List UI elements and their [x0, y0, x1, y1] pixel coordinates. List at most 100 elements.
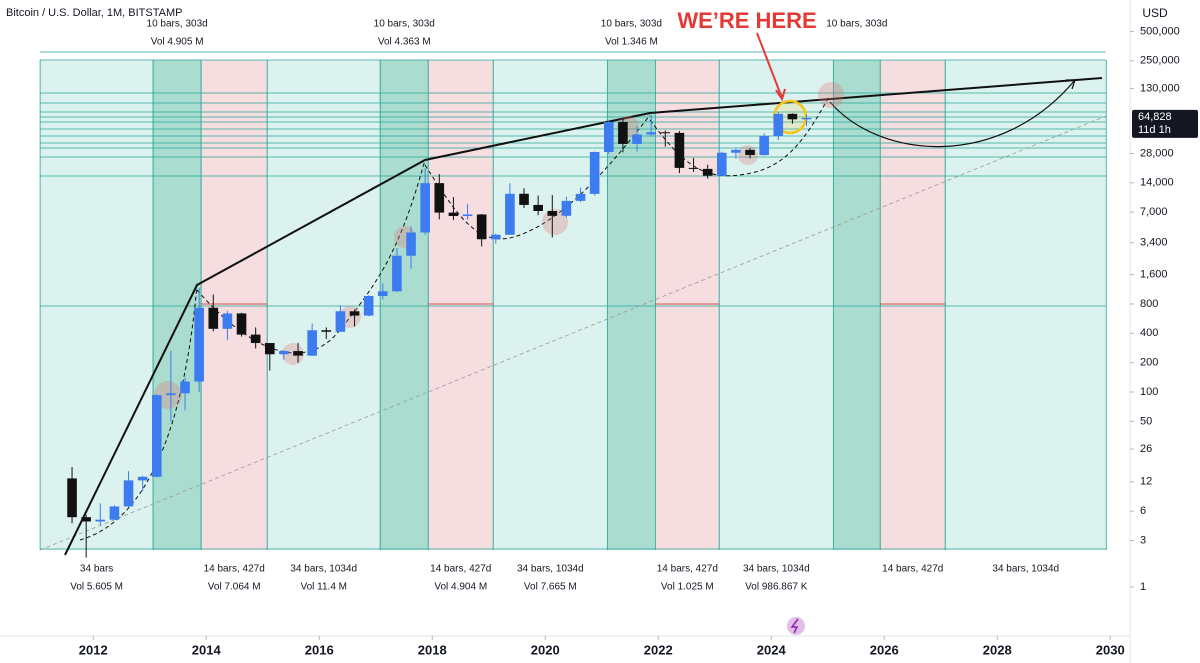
candle-body: [392, 255, 402, 292]
candle-body: [363, 295, 374, 316]
x-tick-label: 2030: [1096, 642, 1125, 657]
range-label: 10 bars, 303d: [374, 19, 435, 30]
x-tick-label: 2012: [79, 642, 108, 657]
candle-body: [180, 381, 190, 394]
cycle-range: [945, 60, 1107, 550]
candle-body: [250, 334, 261, 344]
range-label: 34 bars, 1034d: [992, 564, 1059, 575]
range-label: 10 bars, 303d: [147, 19, 208, 30]
candle-body: [420, 183, 430, 233]
candle-body: [575, 193, 586, 201]
y-tick-label: 130,000: [1140, 82, 1180, 94]
candle-body: [476, 214, 487, 240]
candle-body: [716, 152, 727, 176]
range-volume: Vol 11.4 M: [300, 582, 347, 593]
candle-body: [236, 313, 247, 335]
y-tick-label: 400: [1140, 327, 1158, 339]
candle-body: [166, 393, 176, 396]
candle-body: [490, 234, 501, 240]
y-tick-label: 100: [1140, 386, 1158, 398]
candle-body: [773, 113, 784, 137]
candle-body: [448, 212, 459, 216]
candle-body: [801, 117, 812, 120]
candle-body: [589, 151, 600, 194]
x-tick-label: 2018: [418, 642, 447, 657]
range-label: 10 bars, 303d: [826, 19, 887, 30]
candle-body: [787, 113, 798, 120]
cycle-range: [880, 60, 946, 550]
range-volume: Vol 1.025 M: [661, 582, 714, 593]
cycle-range: [719, 60, 834, 550]
annotation: WE’RE HERE: [677, 8, 816, 33]
candle-body: [519, 193, 529, 205]
range-label: 34 bars, 1034d: [517, 564, 584, 575]
cycle-range: [201, 60, 268, 550]
range-volume: Vol 1.346 M: [605, 37, 658, 48]
candle-body: [194, 307, 204, 382]
y-tick-label: 3: [1140, 534, 1146, 546]
y-tick-label: 50: [1140, 415, 1152, 427]
x-tick-label: 2020: [531, 642, 560, 657]
candle-body: [81, 517, 91, 522]
drawings: [39, 32, 1107, 635]
candle-body: [702, 168, 713, 176]
x-tick-label: 2016: [305, 642, 334, 657]
cycle-range: [380, 60, 429, 550]
last-price-tag: [1132, 109, 1198, 138]
cycle-range: [428, 60, 494, 550]
candle-body: [660, 132, 671, 134]
y-tick-label: 1,600: [1140, 269, 1168, 281]
candle-body: [434, 183, 445, 213]
candle-body: [462, 214, 473, 216]
y-tick-label: 26: [1140, 443, 1152, 455]
candle-body: [279, 351, 289, 355]
range-label: 34 bars, 1034d: [743, 564, 810, 575]
y-tick-label: 12: [1140, 476, 1152, 488]
candle-body: [123, 480, 134, 507]
candle-body: [505, 193, 515, 235]
range-label: 14 bars, 427d: [204, 564, 265, 575]
candle-body: [335, 311, 346, 332]
candle-body: [264, 343, 275, 355]
candle-body: [745, 149, 755, 156]
range-volume: Vol 4.363 M: [378, 37, 431, 48]
cycle-range: [607, 60, 656, 550]
candle-body: [208, 307, 219, 329]
y-tick-label: 6: [1140, 505, 1146, 517]
y-tick-label: 250,000: [1140, 55, 1180, 67]
x-tick-label: 2028: [983, 642, 1012, 657]
range-volume: Vol 7.064 M: [208, 582, 261, 593]
labels: 34 bars Vol 5.605 M 10 bars, 303d Vol 4.905…: [70, 19, 1198, 657]
candle-body: [222, 313, 233, 329]
candle-body: [759, 136, 769, 156]
cycle-range: [655, 60, 720, 550]
candle-body: [377, 291, 388, 296]
candle-body: [151, 395, 162, 477]
range-volume: Vol 986.867 K: [745, 582, 808, 593]
cycle-range: [833, 60, 881, 550]
candle-body: [321, 330, 332, 332]
range-label: 34 bars, 1034d: [290, 564, 357, 575]
y-tick-label: 500,000: [1140, 25, 1180, 37]
range-label: 14 bars, 427d: [657, 564, 718, 575]
candle-body: [688, 167, 699, 169]
range-volume: Vol 7.665 M: [524, 582, 577, 593]
cycle-range: [40, 60, 154, 550]
x-tick-label: 2024: [757, 642, 787, 657]
candle-body: [674, 132, 685, 168]
y-tick-label: 3,400: [1140, 237, 1168, 249]
range-label: 10 bars, 303d: [601, 19, 662, 30]
candle-body: [137, 476, 148, 481]
candle-body: [618, 122, 628, 144]
candle-body: [95, 519, 106, 522]
y-tick-label: 7,000: [1140, 206, 1168, 218]
candle-body: [561, 200, 572, 216]
x-tick-label: 2026: [870, 642, 899, 657]
range-volume: Vol 4.904 M: [434, 582, 487, 593]
candle-body: [67, 478, 77, 518]
x-tick-label: 2022: [644, 642, 673, 657]
cycle-range: [267, 60, 381, 550]
candle-body: [632, 134, 642, 144]
candles: [67, 112, 812, 558]
